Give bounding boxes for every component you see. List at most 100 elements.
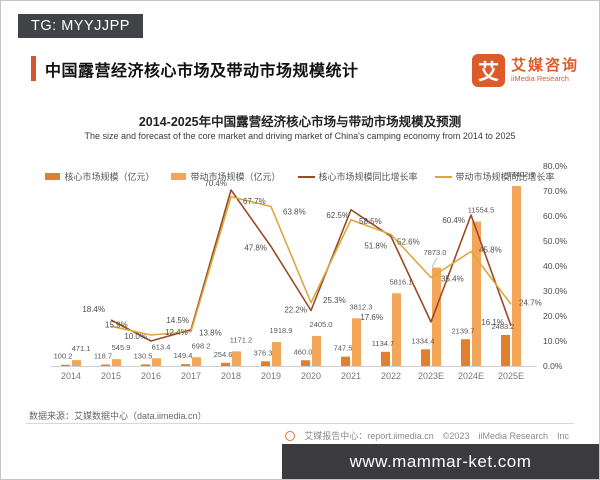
driving-market-bar	[232, 351, 241, 366]
y-axis-tick: 0.0%	[543, 361, 563, 371]
driving-market-bar	[192, 357, 201, 366]
logo-name-en: iiMedia Research	[510, 73, 569, 83]
growth-rate-label: 25.3%	[323, 296, 346, 305]
core-bar-label: 100.2	[54, 352, 73, 361]
x-axis-tick: 2021	[341, 371, 361, 381]
x-axis-tick: 2025E	[498, 371, 524, 381]
footer-suffix: Inc	[556, 430, 569, 441]
driving-market-bar	[352, 318, 361, 366]
x-axis-tick: 2018	[221, 371, 241, 381]
core-market-bar	[501, 334, 510, 366]
tg-badge: TG: MYYJJPP	[18, 14, 143, 38]
driving-market-bar	[312, 335, 321, 366]
driving-market-bar	[72, 360, 81, 366]
core-market-bar	[181, 364, 190, 366]
y-axis-tick: 40.0%	[543, 261, 568, 271]
y-axis-tick: 50.0%	[543, 236, 568, 246]
driving-bar-label: 3812.3	[350, 302, 373, 311]
core-bar-label: 747.5	[334, 344, 353, 353]
line-swatch-icon	[434, 175, 452, 178]
growth-rate-label: 13.8%	[199, 329, 222, 338]
legend-label: 核心市场规模同比增长率	[318, 172, 418, 182]
y-axis-tick: 60.0%	[543, 211, 568, 221]
core-market-bar	[341, 356, 350, 366]
footer-report-center: 艾媒报告中心：report.iimedia.cn	[304, 431, 434, 441]
driving-market-bar	[112, 359, 121, 366]
growth-rate-label: 14.5%	[166, 316, 189, 325]
driving-bar-label: 1918.9	[270, 326, 293, 335]
x-axis-tick: 2015	[101, 371, 121, 381]
core-bar-label: 130.5	[134, 351, 153, 360]
driving-market-bar	[392, 293, 401, 366]
chart-subtitle: The size and forecast of the core market…	[84, 131, 516, 141]
core-growth-line	[110, 189, 512, 342]
core-market-bar	[301, 360, 310, 366]
core-market-bar	[261, 361, 270, 366]
driving-bar-label: 613.4	[152, 342, 171, 351]
footer-divider	[26, 423, 574, 424]
driving-growth-line	[110, 195, 512, 336]
iimedia-logo-icon: 艾	[471, 54, 505, 87]
y-axis-tick: 20.0%	[543, 311, 568, 321]
growth-rate-label: 10.0%	[124, 332, 147, 341]
growth-rate-label: 35.4%	[441, 275, 464, 284]
driving-market-bar	[152, 358, 161, 366]
legend-label: 带动市场规模（亿元）	[190, 172, 281, 182]
growth-rate-label: 67.7%	[243, 197, 266, 206]
legend-label: 核心市场规模（亿元）	[64, 172, 155, 182]
legend-label: 带动市场规模同比增长率	[455, 172, 555, 182]
growth-rate-label: 12.4%	[165, 328, 188, 337]
core-market-bar	[381, 351, 390, 366]
core-market-bar	[141, 364, 150, 366]
x-axis-tick: 2023E	[418, 371, 444, 381]
title-accent-bar	[31, 56, 36, 81]
core-bar-label: 460.0	[294, 347, 313, 356]
iimedia-logo-text: 艾媒咨询 iiMedia Research	[511, 58, 579, 83]
source-note: 数据来源：艾媒数据中心（data.iimedia.cn）	[29, 411, 207, 421]
chart-title: 2014-2025年中国露营经济核心市场与带动市场规模及预测	[138, 115, 462, 129]
bar-swatch-icon	[171, 173, 187, 180]
core-bar-label: 376.3	[254, 348, 273, 357]
footer-copyright: ©2023	[442, 430, 470, 441]
core-bar-label: 2483.2	[492, 322, 515, 331]
legend-item-3: 带动市场规模同比增长率	[434, 170, 555, 183]
x-axis-tick: 2022	[381, 371, 401, 381]
x-axis-tick: 2016	[141, 371, 161, 381]
growth-rate-label: 52.6%	[397, 238, 420, 247]
y-axis-tick: 30.0%	[543, 286, 568, 296]
y-axis-tick: 10.0%	[543, 336, 568, 346]
core-bar-label: 118.7	[94, 352, 112, 361]
x-axis-tick: 2014	[61, 371, 81, 381]
core-bar-label: 1334.4	[412, 336, 435, 345]
x-axis-tick: 2019	[261, 371, 281, 381]
legend-item-2: 核心市场规模同比增长率	[297, 170, 418, 183]
growth-rate-label: 15.9%	[105, 320, 128, 329]
line-swatch-icon	[297, 175, 315, 178]
core-market-bar	[461, 339, 470, 366]
driving-bar-label: 2405.0	[310, 320, 333, 329]
x-axis-tick: 2017	[181, 371, 201, 381]
iimedia-footer-icon	[285, 430, 296, 441]
logo-name-cn: 艾媒咨询	[510, 57, 579, 75]
bar-swatch-icon	[45, 173, 61, 180]
core-bar-label: 149.4	[174, 351, 193, 360]
growth-rate-label: 62.5%	[326, 211, 349, 220]
report-footer: 艾媒报告中心：report.iimedia.cn ©2023 iiMedia R…	[285, 429, 569, 442]
driving-bar-label: 471.1	[72, 344, 91, 353]
driving-bar-label: 5816.1	[390, 277, 413, 286]
driving-bar-label: 1171.2	[230, 335, 252, 344]
core-market-bar	[221, 362, 230, 366]
core-bar-label: 2139.7	[452, 326, 475, 335]
report-header: 中国露营经济核心市场及带动市场规模统计	[31, 56, 359, 81]
driving-market-bar	[472, 221, 481, 366]
growth-rate-label: 22.2%	[284, 306, 307, 315]
growth-rate-label: 24.7%	[519, 298, 542, 307]
x-axis-tick: 2024E	[458, 371, 484, 381]
watermark-bar: www.mammar-ket.com	[282, 444, 599, 479]
growth-rate-label: 18.4%	[82, 305, 105, 314]
growth-rate-label: 63.8%	[283, 208, 306, 217]
chart-legend: 核心市场规模（亿元） 带动市场规模（亿元） 核心市场规模同比增长率 带动市场规模同比增…	[1, 170, 599, 183]
label-leader-line	[431, 257, 438, 268]
legend-item-1: 带动市场规模（亿元）	[171, 170, 281, 183]
